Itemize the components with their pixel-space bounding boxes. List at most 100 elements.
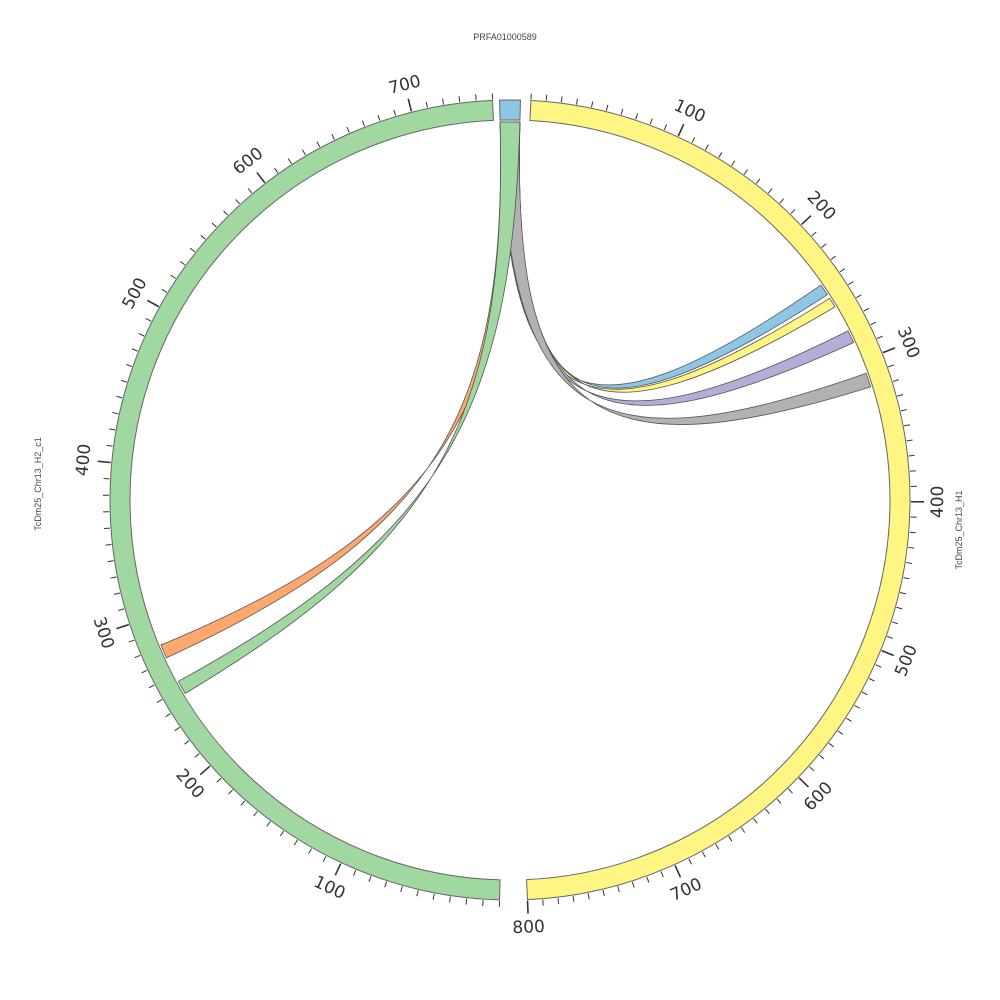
major-tick <box>116 623 130 630</box>
minor-tick <box>765 808 770 815</box>
tick-label-tcdm25-chr13-h1-800: 800 <box>512 917 545 938</box>
minor-tick <box>821 243 827 248</box>
major-tick <box>798 777 809 788</box>
minor-tick <box>828 742 834 748</box>
minor-tick <box>896 606 903 610</box>
minor-tick <box>903 424 911 427</box>
tick-label-tcdm25-chr13-h2-c1-500: 500 <box>118 275 151 313</box>
minor-tick <box>839 268 846 273</box>
minor-tick <box>886 635 893 639</box>
link-ribbon-1 <box>499 121 828 389</box>
minor-tick <box>287 158 292 164</box>
minor-tick <box>557 898 560 905</box>
minor-tick <box>118 608 125 611</box>
minor-tick <box>888 364 895 368</box>
major-tick <box>526 900 529 914</box>
minor-tick <box>216 777 222 783</box>
minor-tick <box>755 178 761 184</box>
major-tick <box>800 215 812 226</box>
minor-tick <box>649 118 653 125</box>
minor-tick <box>141 669 148 674</box>
minor-tick <box>400 886 403 893</box>
minor-tick <box>156 699 163 703</box>
minor-tick <box>293 839 298 846</box>
minor-tick <box>106 444 113 447</box>
minor-tick <box>830 255 837 261</box>
minor-tick <box>903 577 910 580</box>
link-ribbons <box>160 121 872 694</box>
minor-tick <box>308 848 312 854</box>
minor-tick <box>442 98 445 105</box>
minor-tick <box>846 717 852 722</box>
minor-tick <box>560 96 563 103</box>
minor-tick <box>138 333 145 337</box>
minor-tick <box>767 188 773 194</box>
minor-tick <box>279 830 285 837</box>
minor-tick <box>211 222 217 228</box>
minor-tick <box>393 109 397 116</box>
minor-tick <box>465 898 468 905</box>
minor-tick <box>753 818 758 824</box>
major-tick <box>256 171 266 184</box>
minor-tick <box>575 98 578 105</box>
minor-tick <box>617 886 620 893</box>
minor-tick <box>235 199 241 205</box>
tick-label-tcdm25-chr13-h2-c1-700: 700 <box>387 71 423 98</box>
minor-tick <box>116 395 123 399</box>
minor-tick <box>352 869 357 876</box>
minor-tick <box>620 108 624 115</box>
minor-tick <box>316 141 321 148</box>
tick-label-tcdm25-chr13-h2-c1-300: 300 <box>89 614 118 651</box>
minor-tick <box>240 800 246 806</box>
minor-tick <box>743 169 749 175</box>
minor-tick <box>110 576 117 579</box>
minor-tick <box>587 893 590 900</box>
minor-tick <box>870 321 877 326</box>
minor-tick <box>809 766 815 772</box>
label-prfa01000589: PRFA01000589 <box>473 32 537 42</box>
minor-tick <box>590 101 594 108</box>
minor-tick <box>189 247 196 253</box>
minor-tick <box>545 94 548 101</box>
minor-tick <box>346 126 350 133</box>
minor-tick <box>174 726 180 732</box>
link-ribbon-6 <box>177 121 521 694</box>
minor-tick <box>856 294 862 299</box>
minor-tick <box>200 234 206 240</box>
minor-tick <box>731 160 736 167</box>
minor-tick <box>184 740 190 745</box>
segment-tcdm25-chr13-h2-c1 <box>109 99 501 901</box>
minor-tick <box>602 889 605 897</box>
major-tick <box>882 347 896 354</box>
minor-tick <box>368 875 372 882</box>
minor-tick <box>331 133 335 140</box>
tick-label-tcdm25-chr13-h1-500: 500 <box>891 642 922 680</box>
minor-tick <box>848 281 854 286</box>
minor-tick <box>449 896 451 903</box>
minor-tick <box>663 124 668 131</box>
minor-tick <box>416 890 419 897</box>
minor-tick <box>635 113 639 120</box>
minor-tick <box>900 409 907 412</box>
tick-label-tcdm25-chr13-h1-100: 100 <box>671 96 709 128</box>
minor-tick <box>266 821 271 827</box>
minor-tick <box>126 364 133 367</box>
minor-tick <box>691 137 696 143</box>
minor-tick <box>875 664 882 668</box>
link-ribbon-4 <box>499 121 872 425</box>
minor-tick <box>701 851 706 858</box>
minor-tick <box>861 691 868 696</box>
minor-tick <box>900 592 907 595</box>
minor-tick <box>458 96 461 103</box>
minor-tick <box>247 188 253 194</box>
minor-tick <box>572 895 575 903</box>
minor-tick <box>432 893 435 900</box>
minor-tick <box>112 412 119 415</box>
minor-tick <box>790 209 796 215</box>
minor-tick <box>165 713 171 718</box>
minor-tick <box>646 876 650 883</box>
minor-tick <box>787 788 793 794</box>
segment-tcdm25-chr13-h1 <box>526 100 911 901</box>
minor-tick <box>740 827 746 833</box>
minor-tick <box>475 94 477 101</box>
